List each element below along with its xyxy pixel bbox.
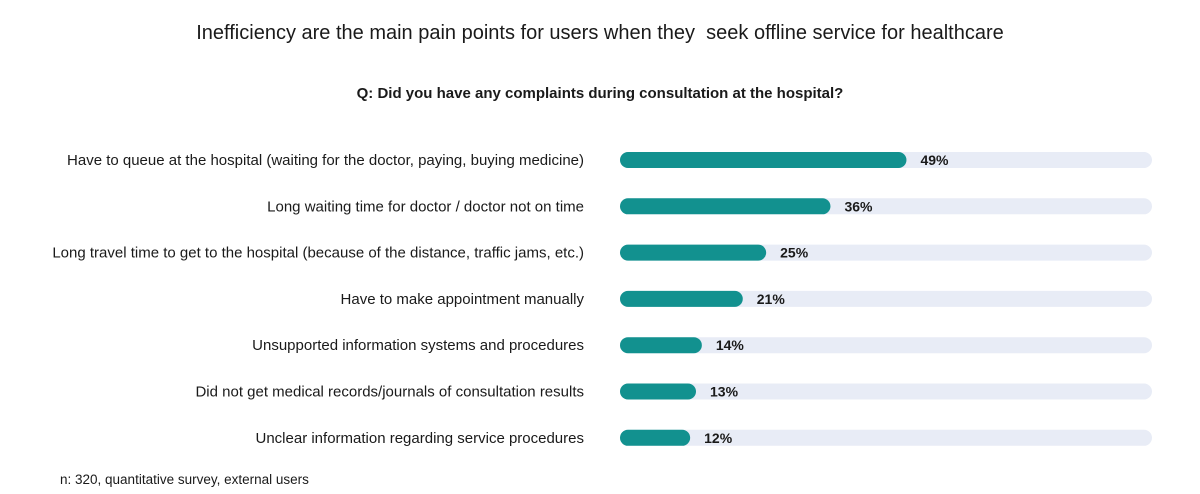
value-label: 13% [710, 384, 739, 400]
category-label: Unclear information regarding service pr… [256, 430, 585, 447]
category-label: Did not get medical records/journals of … [195, 384, 584, 401]
bar-track [620, 429, 1152, 446]
bar [620, 152, 907, 168]
bar-track [620, 290, 1152, 307]
value-label: 21% [757, 291, 786, 307]
bar [620, 337, 702, 354]
category-label: Have to queue at the hospital (waiting f… [67, 152, 584, 169]
value-label: 36% [844, 198, 873, 214]
value-label: 12% [704, 430, 733, 446]
bar [620, 383, 696, 400]
bar-track [620, 337, 1152, 354]
value-label: 25% [780, 245, 809, 261]
chart-title: Inefficiency are the main pain points fo… [196, 22, 1004, 44]
value-label: 49% [920, 152, 949, 168]
bar [620, 290, 743, 307]
category-label: Long travel time to get to the hospital … [52, 245, 584, 262]
chart-subtitle: Q: Did you have any complaints during co… [356, 85, 844, 102]
bar [620, 429, 691, 446]
category-label: Have to make appointment manually [341, 291, 585, 308]
value-label: 14% [716, 337, 745, 353]
category-label: Long waiting time for doctor / doctor no… [267, 198, 584, 215]
footnote: n: 320, quantitative survey, external us… [60, 472, 309, 487]
category-label: Unsupported information systems and proc… [252, 337, 584, 354]
bar [620, 198, 831, 215]
bar [620, 244, 767, 261]
bar-track [620, 383, 1152, 400]
